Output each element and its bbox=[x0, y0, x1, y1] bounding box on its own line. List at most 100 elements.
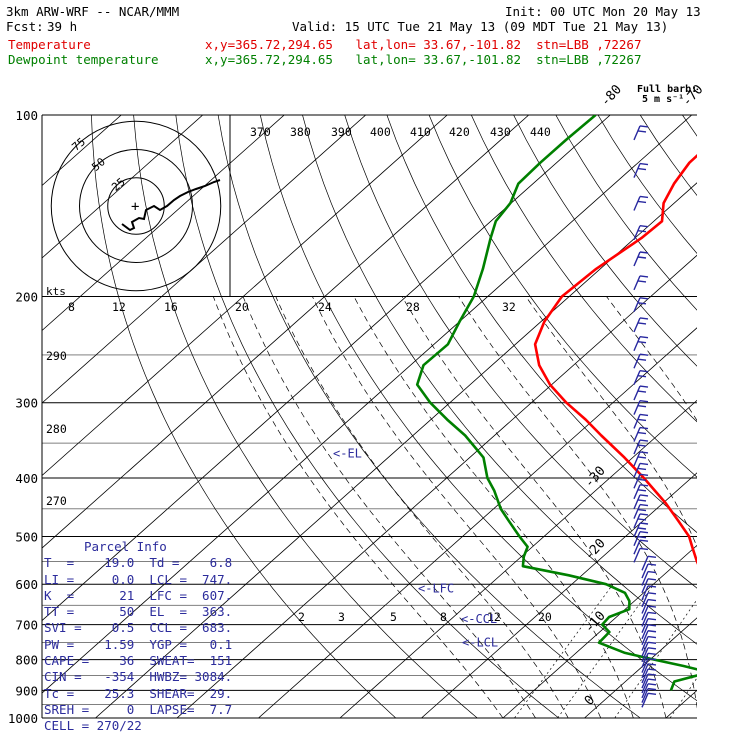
wind-barb-flag bbox=[637, 322, 647, 325]
parcel-info-row: T = 19.0 Td = 6.8 bbox=[44, 555, 233, 571]
isotherm bbox=[258, 327, 697, 718]
parcel-info-row: LI = 0.0 LCL = 747. bbox=[44, 571, 233, 587]
wind-barb-flag bbox=[639, 413, 649, 417]
equivalent-potential-temperature-label: 8 bbox=[68, 300, 75, 314]
wind-barb-flag bbox=[647, 657, 657, 661]
wind-barb-flag bbox=[639, 369, 649, 373]
wind-barb-flag bbox=[637, 456, 647, 459]
moist-adiabat bbox=[242, 296, 536, 718]
wind-barb-flag bbox=[639, 225, 649, 228]
parcel-level-marker: <-CCL bbox=[461, 612, 497, 626]
wind-barb bbox=[641, 578, 657, 594]
wind-barb bbox=[633, 336, 649, 352]
potential-temperature-label: 420 bbox=[449, 125, 470, 139]
wind-barb bbox=[633, 439, 649, 455]
wind-barb-flag bbox=[647, 605, 657, 608]
wind-barb-flag bbox=[637, 478, 647, 482]
wind-barb-flag bbox=[637, 167, 647, 171]
wind-barb-staff bbox=[641, 563, 649, 579]
wind-barb-flag bbox=[647, 570, 657, 574]
wind-barb-staff bbox=[633, 427, 641, 442]
wind-barb bbox=[633, 162, 649, 178]
wind-barb-staff bbox=[633, 163, 641, 178]
wind-barb-flag bbox=[647, 611, 657, 615]
isotherm bbox=[665, 689, 697, 718]
wind-barb-staff bbox=[633, 484, 641, 500]
wind-barb-staff bbox=[641, 647, 649, 663]
wind-barb-staff bbox=[641, 578, 649, 594]
wind-barb-flag bbox=[637, 358, 647, 361]
wind-barb-staff bbox=[633, 548, 641, 563]
wind-barb-flag bbox=[647, 647, 657, 650]
isobars bbox=[41, 114, 697, 719]
wind-barb-flag bbox=[639, 426, 649, 430]
wind-barb-flag bbox=[639, 484, 649, 487]
wind-barb bbox=[633, 195, 649, 211]
wind-barb-flag bbox=[637, 536, 647, 539]
mixing-ratio-label: 12 bbox=[487, 610, 501, 624]
mixing-ratio-label: 3 bbox=[338, 610, 345, 624]
wind-barb bbox=[633, 251, 649, 267]
wind-barb-flag bbox=[637, 130, 647, 133]
mixing-ratio-line bbox=[557, 584, 655, 718]
wind-barb bbox=[641, 663, 657, 679]
dry-adiabat bbox=[259, 115, 697, 702]
parcel-info-panel: Parcel Info T = 19.0 Td = 6.8 LI = 0.0 LC… bbox=[44, 539, 232, 735]
parcel-info-row: CAPE = 36 SWEAT= 151 bbox=[44, 653, 233, 669]
wind-barb-flag bbox=[647, 683, 657, 686]
wind-barb-flag bbox=[647, 668, 657, 671]
wind-barb-staff bbox=[641, 630, 649, 646]
pressure-tick-label: 100 bbox=[15, 108, 38, 123]
isotherm-label: -10 bbox=[582, 609, 609, 636]
wind-barb-flag bbox=[639, 451, 649, 454]
wind-barb-staff bbox=[633, 353, 641, 369]
wind-barb-flag bbox=[647, 624, 657, 627]
parcel-info-row: TT = 50 EL = 363. bbox=[44, 604, 233, 620]
pressure-tick-label: 400 bbox=[15, 471, 38, 486]
wind-barb-flag bbox=[639, 439, 649, 442]
potential-temperature-label: 440 bbox=[530, 125, 551, 139]
dry-adiabat bbox=[639, 115, 697, 197]
hodograph-ring bbox=[107, 177, 165, 235]
wind-barb bbox=[633, 522, 649, 538]
isotherm-label: -80 bbox=[598, 82, 625, 109]
dry-adiabat bbox=[513, 115, 697, 367]
pressure-tick-label: 300 bbox=[15, 396, 38, 411]
wind-barb-staff bbox=[641, 592, 649, 608]
dry-adiabat bbox=[386, 115, 697, 533]
wind-barb-staff bbox=[641, 673, 649, 689]
temperature-location: x,y=365.72,294.65 lat,lon= 33.67,-101.82… bbox=[205, 37, 642, 52]
wind-barb-staff bbox=[633, 414, 641, 429]
wind-barb bbox=[641, 673, 657, 689]
wind-barb-flag bbox=[647, 592, 657, 595]
mixing-ratio-line bbox=[614, 599, 697, 718]
pressure-tick-label: 600 bbox=[15, 577, 38, 592]
pressure-tick-label: 200 bbox=[15, 290, 38, 305]
wind-barb bbox=[641, 668, 657, 684]
barb-legend-units: 5 m s⁻¹ bbox=[642, 94, 685, 105]
wind-barb-flag bbox=[637, 508, 647, 512]
wind-barb-flag bbox=[637, 518, 647, 521]
wind-barb-flag bbox=[647, 618, 657, 621]
wind-barb-flag bbox=[639, 317, 649, 320]
wind-barb-staff bbox=[641, 571, 649, 586]
parcel-level-marker: <-LCL bbox=[462, 636, 498, 650]
wind-barb-flag bbox=[647, 635, 657, 639]
parcel-info-row: CELL = 270/22 bbox=[44, 718, 142, 734]
wind-barb bbox=[633, 484, 649, 500]
wind-barb-staff bbox=[633, 385, 641, 401]
wind-barb-flag bbox=[639, 503, 649, 507]
equivalent-potential-temperature-label: 32 bbox=[502, 300, 516, 314]
wind-barb-staff bbox=[641, 658, 649, 673]
wind-barb-staff bbox=[633, 275, 641, 291]
parcel-info-row: SVI = 0.5 CCL = 683. bbox=[44, 620, 233, 636]
hodograph-units: kts bbox=[46, 285, 66, 298]
potential-temperature-label: 430 bbox=[490, 125, 511, 139]
wind-barb-staff bbox=[633, 494, 641, 510]
potential-temperature-label: 280 bbox=[46, 422, 67, 436]
wind-barb-staff bbox=[641, 688, 649, 703]
wind-barb-flag bbox=[637, 431, 647, 435]
wind-barb-flag bbox=[637, 230, 647, 233]
isotherm bbox=[502, 544, 697, 718]
